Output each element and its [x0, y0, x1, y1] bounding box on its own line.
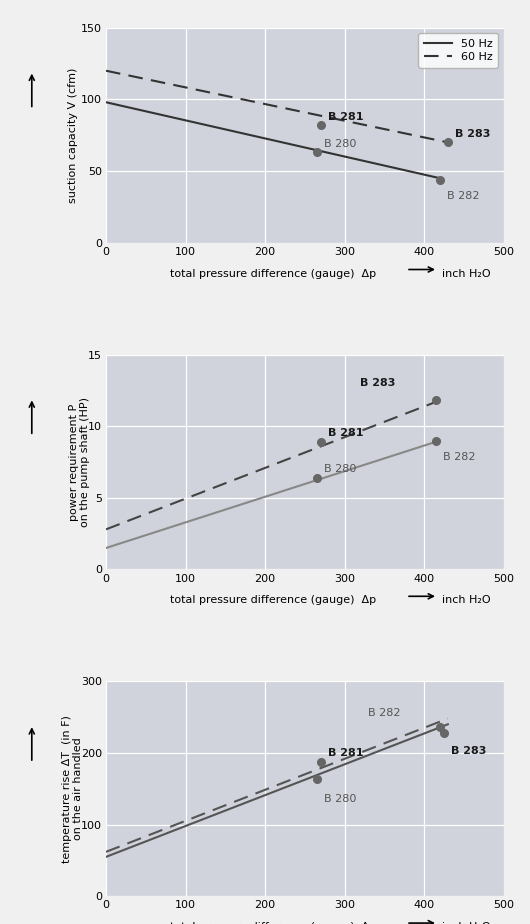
Text: B 281: B 281: [328, 112, 363, 122]
Text: inch H₂O: inch H₂O: [442, 922, 490, 924]
Text: B 282: B 282: [368, 708, 400, 718]
Text: B 282: B 282: [443, 452, 475, 462]
Text: inch H₂O: inch H₂O: [442, 269, 490, 278]
Y-axis label: suction capacity V (cfm): suction capacity V (cfm): [67, 67, 77, 203]
Y-axis label: power requirement P
on the pump shaft (HP): power requirement P on the pump shaft (H…: [69, 397, 90, 527]
Y-axis label: temperature rise ΔT  (in F)
on the air handled: temperature rise ΔT (in F) on the air ha…: [61, 715, 83, 863]
Text: B 282: B 282: [447, 191, 479, 201]
Text: B 283: B 283: [359, 379, 395, 388]
Text: B 280: B 280: [324, 794, 356, 804]
Legend: 50 Hz, 60 Hz: 50 Hz, 60 Hz: [418, 33, 498, 67]
Text: total pressure difference (gauge)  Δp: total pressure difference (gauge) Δp: [170, 269, 376, 278]
Text: inch H₂O: inch H₂O: [442, 595, 490, 605]
Text: B 281: B 281: [328, 429, 363, 438]
Text: B 281: B 281: [328, 748, 363, 758]
Text: total pressure difference (gauge)  Δp: total pressure difference (gauge) Δp: [170, 922, 376, 924]
Text: B 283: B 283: [455, 128, 490, 139]
Text: B 280: B 280: [324, 464, 356, 474]
Text: B 280: B 280: [324, 139, 356, 149]
Text: B 283: B 283: [451, 746, 486, 756]
Text: total pressure difference (gauge)  Δp: total pressure difference (gauge) Δp: [170, 595, 376, 605]
